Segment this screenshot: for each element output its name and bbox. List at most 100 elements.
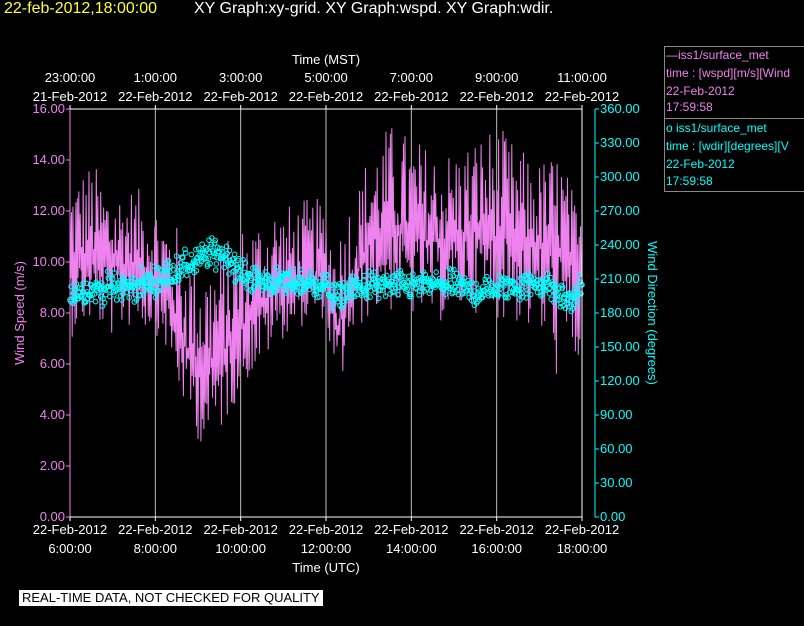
wind-direction-point [180, 255, 186, 261]
wind-direction-point [307, 268, 314, 275]
wind-direction-point [252, 279, 258, 285]
wind-direction-point [323, 271, 330, 278]
wind-direction-point [568, 308, 575, 315]
wind-direction-point [516, 286, 522, 292]
wind-direction-point [182, 250, 189, 256]
left-axis-tick-label: 2.00 [40, 458, 65, 473]
wind-direction-point [288, 266, 295, 273]
wind-direction-point [226, 247, 233, 254]
wind-direction-point [574, 297, 581, 304]
wind-direction-point [267, 291, 274, 297]
wind-direction-point [332, 297, 338, 303]
left-axis-tick-label: 10.00 [32, 254, 65, 269]
wind-direction-point [427, 287, 434, 294]
wind-direction-point [98, 285, 105, 292]
bottom-tick-date-label: 22-Feb-2012 [374, 522, 448, 537]
right-axis-tick-label: 300.00 [600, 169, 640, 184]
wind-direction-point [316, 294, 323, 300]
wind-direction-point [552, 285, 559, 291]
wind-direction-point [505, 295, 511, 301]
wind-direction-point [247, 270, 253, 277]
wind-direction-point [424, 286, 430, 293]
wind-direction-point [210, 250, 217, 256]
top-tick-time-label: 11:00:00 [557, 70, 607, 85]
left-axis-tick-label: 6.00 [40, 356, 65, 371]
bottom-tick-date-label: 22-Feb-2012 [118, 522, 192, 537]
bottom-tick-time-label: 6:00:00 [48, 541, 91, 556]
wind-direction-point [181, 261, 188, 268]
wind-direction-point [260, 284, 267, 290]
legend-wspd-variable: time : [wspd][m/s][Wind [666, 66, 791, 80]
wind-direction-point [347, 289, 354, 296]
wind-direction-point [415, 279, 421, 285]
wind-direction-point [557, 304, 564, 310]
legend-wdir-time: 17:59:58 [666, 174, 713, 188]
wind-direction-point [524, 287, 531, 293]
legend-wspd-time: 17:59:58 [666, 100, 713, 114]
wind-direction-point [433, 269, 440, 275]
wind-direction-point [116, 286, 122, 293]
wind-direction-point [547, 274, 554, 281]
right-axis-tick-label: 360.00 [600, 101, 640, 116]
wind-direction-point [375, 295, 382, 302]
legend-wdir-variable: time : [wdir][degrees][V [666, 139, 789, 153]
wind-direction-point [75, 293, 81, 299]
wind-direction-point [572, 302, 579, 309]
wind-direction-point [193, 268, 200, 274]
legend-wdir-title: o iss1/surface_met [666, 121, 767, 135]
wind-direction-point [502, 294, 509, 301]
wind-direction-point [559, 284, 566, 290]
legend-wdir-date: 22-Feb-2012 [666, 157, 735, 171]
wind-direction-point [306, 286, 313, 293]
wind-direction-point [297, 266, 303, 273]
top-tick-date-label: 21-Feb-2012 [33, 89, 107, 104]
wind-direction-point [232, 277, 239, 284]
wind-direction-point [383, 272, 390, 279]
wind-direction-point [273, 282, 280, 289]
bottom-tick-time-label: 8:00:00 [134, 541, 177, 556]
bottom-tick-date-label: 22-Feb-2012 [289, 522, 363, 537]
wind-direction-point [158, 284, 164, 291]
wind-direction-point [273, 264, 280, 270]
axis-labels: 0.00 2.00 4.00 6.00 8.00 10.00 12.00 14.00 16.00… [12, 52, 660, 575]
top-axis-title: Time (MST) [292, 52, 360, 67]
wind-direction-point [454, 286, 461, 293]
right-axis-title: Wind Direction (degrees) [645, 241, 660, 385]
left-axis-tick-label: 4.00 [40, 407, 65, 422]
wind-direction-point [293, 281, 299, 287]
wind-direction-point [451, 266, 457, 273]
top-tick-date-label: 22-Feb-2012 [289, 89, 363, 104]
wind-direction-point [211, 240, 218, 246]
wind-direction-point [153, 280, 160, 287]
wind-direction-point [219, 246, 225, 252]
wind-direction-point [178, 272, 185, 279]
wind-direction-point [407, 291, 414, 298]
wind-direction-point [154, 266, 160, 272]
wind-direction-point [300, 279, 307, 286]
wind-direction-point [518, 290, 525, 297]
wind-direction-point [393, 285, 399, 292]
wind-direction-point [237, 267, 244, 273]
wind-direction-point [213, 267, 219, 273]
wind-direction-point [319, 272, 326, 278]
wind-direction-point [295, 291, 301, 297]
wind-direction-point [155, 264, 162, 271]
wind-direction-point [453, 270, 460, 277]
wind-direction-point [447, 273, 454, 280]
wind-direction-point [506, 289, 513, 296]
wind-direction-point [377, 287, 384, 293]
wind-direction-point [79, 292, 85, 298]
wind-direction-point [295, 274, 302, 281]
wind-direction-point [371, 269, 377, 275]
wind-direction-point [322, 282, 328, 289]
wind-direction-point [137, 292, 143, 298]
right-axis-tick-label: 240.00 [600, 237, 640, 252]
wind-direction-point [473, 280, 479, 287]
wind-direction-point [479, 294, 486, 301]
header-graph-list: XY Graph:xy-grid. XY Graph:wspd. XY Grap… [194, 0, 554, 17]
wind-direction-point [544, 275, 551, 282]
wind-direction-point [184, 272, 190, 279]
wind-direction-point [486, 277, 493, 284]
wind-direction-point [304, 283, 311, 290]
wind-direction-point [397, 267, 404, 274]
